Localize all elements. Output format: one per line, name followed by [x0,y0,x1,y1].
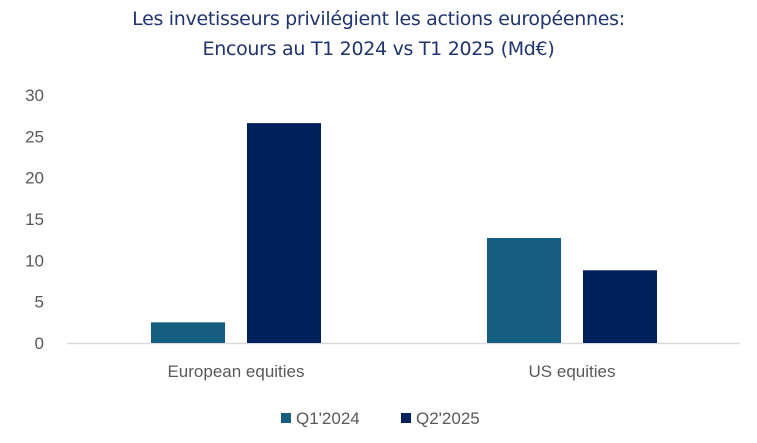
bar-european-q1-2024 [151,322,225,343]
y-tick-label: 25 [25,127,44,146]
x-category-label: European equities [167,362,304,381]
y-tick-label: 5 [35,293,44,312]
legend-label: Q2'2025 [416,409,480,428]
y-tick-label: 10 [25,251,44,270]
bar-us-q1-2024 [487,238,561,343]
y-tick-label: 15 [25,210,44,229]
legend-label: Q1'2024 [296,409,360,428]
y-tick-label: 0 [35,334,44,353]
x-category-label: US equities [529,362,616,381]
chart-subtitle: Encours au T1 2024 vs T1 2025 (Md€) [202,38,555,60]
bar-european-q2-2025 [247,123,321,344]
bar-us-q2-2025 [583,270,657,343]
chart-title: Les invetisseurs privilégient les action… [132,8,625,30]
y-tick-label: 30 [25,86,44,105]
legend-swatch [281,413,291,423]
y-tick-label: 20 [25,169,44,188]
legend-swatch [401,413,411,423]
